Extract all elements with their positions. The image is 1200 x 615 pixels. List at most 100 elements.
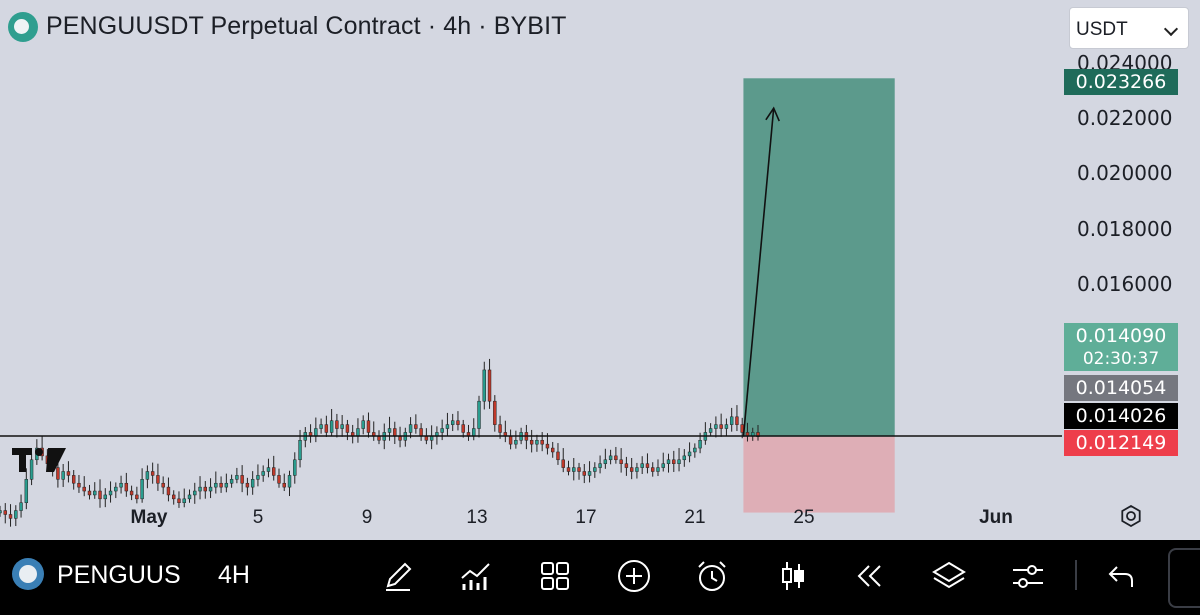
date-tick-label: Jun bbox=[979, 507, 1013, 528]
candle-body bbox=[577, 467, 581, 472]
candle-body bbox=[314, 428, 318, 437]
candle-body bbox=[482, 369, 486, 402]
candle-body bbox=[108, 490, 113, 496]
layers-icon[interactable] bbox=[931, 558, 967, 594]
candle-body bbox=[277, 475, 281, 484]
currency-select-value: USDT bbox=[1076, 19, 1128, 40]
grey-price-badge: 0.014054 bbox=[1064, 375, 1178, 401]
candle-body bbox=[714, 424, 718, 429]
candle-body bbox=[172, 494, 176, 500]
candle-body bbox=[387, 428, 392, 433]
candle-body bbox=[340, 424, 344, 429]
candle-body bbox=[429, 436, 434, 441]
candle-body bbox=[298, 440, 302, 461]
indicators-icon[interactable] bbox=[458, 558, 494, 594]
candle-body bbox=[3, 510, 7, 515]
sliders-icon[interactable] bbox=[1010, 558, 1046, 594]
add-icon[interactable] bbox=[616, 558, 652, 594]
candle-body bbox=[461, 424, 465, 433]
candle-body bbox=[361, 420, 365, 429]
candle-body bbox=[508, 436, 513, 445]
toolbar-scroll-handle[interactable] bbox=[1168, 548, 1200, 608]
currency-select[interactable]: USDT bbox=[1069, 7, 1189, 49]
price-chart[interactable] bbox=[0, 0, 1200, 540]
candle-body bbox=[603, 459, 608, 464]
candle-body bbox=[335, 420, 339, 429]
candle-body bbox=[250, 479, 255, 488]
candle-body bbox=[619, 459, 623, 464]
candle-body bbox=[324, 424, 329, 433]
replay-icon[interactable] bbox=[852, 558, 888, 594]
date-tick-label: 9 bbox=[361, 507, 373, 528]
candle-body bbox=[93, 490, 97, 496]
candle-body bbox=[635, 467, 639, 472]
candle-body bbox=[456, 420, 460, 425]
last-price-value: 0.014090 bbox=[1075, 325, 1167, 347]
candle-body bbox=[735, 416, 739, 425]
symbol-avatar-icon bbox=[12, 558, 44, 590]
candle-body bbox=[393, 428, 397, 437]
candles-icon[interactable] bbox=[775, 558, 811, 594]
trend-arrow bbox=[742, 108, 775, 437]
timeframe-button[interactable]: 4H bbox=[218, 561, 250, 589]
candle-body bbox=[629, 467, 634, 472]
candle-body bbox=[529, 440, 534, 445]
candle-body bbox=[77, 482, 81, 488]
candle-body bbox=[293, 459, 297, 476]
date-tick-label: 25 bbox=[793, 507, 815, 528]
candle-body bbox=[572, 467, 576, 472]
candle-body bbox=[408, 424, 413, 433]
candle-body bbox=[282, 482, 286, 488]
candle-body bbox=[214, 482, 218, 488]
date-tick-label: May bbox=[130, 507, 168, 528]
toolbar-divider bbox=[1075, 560, 1077, 590]
symbol-logo-icon bbox=[8, 12, 38, 42]
candle-body bbox=[198, 486, 202, 492]
candle-body bbox=[182, 498, 186, 503]
bar-countdown: 02:30:37 bbox=[1082, 349, 1160, 369]
candle-body bbox=[177, 498, 181, 503]
candle-body bbox=[545, 443, 550, 449]
grid-icon[interactable] bbox=[537, 558, 573, 594]
date-tick-label: 17 bbox=[575, 507, 597, 528]
candle-body bbox=[235, 475, 239, 480]
candle-body bbox=[535, 440, 539, 445]
pen-icon[interactable] bbox=[380, 558, 416, 594]
candle-body bbox=[477, 400, 481, 429]
candle-body bbox=[724, 424, 729, 429]
candle-body bbox=[219, 482, 223, 488]
candle-body bbox=[82, 486, 86, 492]
price-tick-label: 0.020000 bbox=[1077, 161, 1173, 185]
candle-body bbox=[693, 447, 697, 453]
date-tick-label: 13 bbox=[466, 507, 488, 528]
symbol-button[interactable]: PENGUUS bbox=[57, 561, 181, 589]
candle-body bbox=[398, 436, 402, 441]
candle-body bbox=[645, 463, 650, 468]
candle-body bbox=[440, 428, 444, 433]
chart-area[interactable]: PENGUUSDT Perpetual Contract · 4h · BYBI… bbox=[0, 0, 1200, 540]
candle-body bbox=[119, 482, 123, 488]
candle-body bbox=[414, 424, 418, 429]
candle-body bbox=[187, 494, 192, 500]
alarm-icon[interactable] bbox=[694, 558, 730, 594]
candle-body bbox=[71, 475, 76, 484]
chart-settings-icon[interactable] bbox=[1120, 505, 1142, 527]
chart-title: PENGUUSDT Perpetual Contract · 4h · BYBI… bbox=[46, 12, 567, 40]
candle-body bbox=[24, 479, 29, 503]
candle-body bbox=[661, 463, 665, 468]
undo-icon[interactable] bbox=[1103, 558, 1139, 594]
candle-body bbox=[150, 471, 155, 476]
candle-body bbox=[245, 482, 250, 488]
bottom-toolbar bbox=[0, 540, 1200, 615]
profit-zone bbox=[743, 78, 895, 437]
candle-body bbox=[672, 459, 676, 464]
candle-body bbox=[677, 459, 681, 464]
candle-body bbox=[666, 459, 671, 464]
candle-body bbox=[240, 475, 244, 484]
candle-body bbox=[156, 475, 160, 484]
candle-body bbox=[587, 471, 592, 476]
candle-body bbox=[98, 490, 102, 500]
candle-body bbox=[419, 428, 423, 437]
candle-body bbox=[329, 420, 334, 433]
candle-body bbox=[266, 467, 271, 472]
